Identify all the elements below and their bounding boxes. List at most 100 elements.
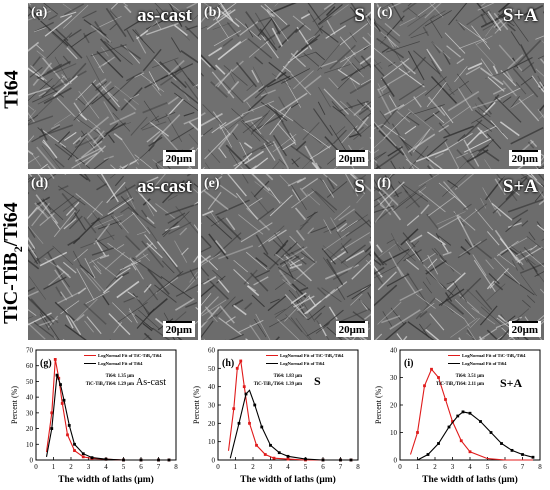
panel-label: (f) (377, 176, 391, 191)
y-tick-label: 30 (26, 409, 34, 417)
y-tick-label: 0 (394, 457, 398, 465)
micrograph-texture (201, 3, 371, 169)
data-point (426, 453, 430, 456)
micrograph-texture (374, 174, 544, 340)
y-tick-label: 20 (390, 402, 398, 410)
y-tick-label: 40 (208, 383, 216, 391)
size-note: Ti64: 3.51 μm (456, 374, 484, 379)
size-note: TiC-TiB₂/Ti64: 1.29 μm (86, 382, 134, 387)
data-point (339, 458, 342, 462)
x-tick-label: 5 (122, 463, 126, 471)
micrograph-d: (d) as-cast 20μm (28, 174, 198, 340)
micrograph-e: (e) S 20μm (201, 174, 371, 340)
x-axis-label: The width of laths (μm) (240, 474, 336, 485)
panel-label: (i) (404, 358, 413, 369)
micrograph-a: (a) as-cast 20μm (28, 3, 198, 169)
x-tick-label: 8 (538, 463, 542, 471)
data-point (53, 358, 57, 361)
row-label-tail: /Ti64 (0, 202, 22, 247)
x-axis-label: The width of laths (μm) (422, 474, 518, 485)
series-line-1 (229, 389, 351, 461)
data-point (235, 366, 239, 370)
x-tick-label: 0 (34, 463, 38, 471)
data-point (447, 425, 451, 429)
data-point (73, 442, 76, 446)
data-point (521, 453, 524, 456)
y-tick-label: 60 (208, 347, 216, 355)
y-tick-label: 10 (26, 441, 34, 449)
x-tick-label: 3 (269, 463, 273, 471)
data-point (489, 431, 493, 434)
data-point (468, 411, 472, 415)
data-point (55, 373, 59, 377)
panel-label: (b) (204, 5, 222, 20)
y-tick-label: 40 (26, 394, 34, 402)
legend-entry: LogNormal Fit of Ti64 (98, 361, 143, 366)
x-tick-label: 5 (304, 463, 308, 471)
data-point (531, 455, 535, 459)
data-point (263, 453, 267, 456)
y-tick-label: 30 (390, 374, 398, 382)
data-point (437, 376, 440, 379)
y-tick-label: 0 (30, 457, 34, 465)
x-tick-label: 1 (52, 463, 56, 471)
data-point (286, 457, 290, 461)
data-point (272, 456, 276, 460)
data-point (242, 385, 246, 389)
micrograph-texture (374, 3, 544, 169)
data-point (73, 449, 76, 452)
x-tick-label: 3 (87, 463, 91, 471)
data-point (468, 450, 472, 454)
y-axis-label: Percent (%) (374, 386, 383, 424)
data-point (104, 457, 108, 461)
condition-label: as-cast (137, 176, 192, 197)
series-line-1 (45, 374, 169, 461)
x-tick-label: 7 (339, 463, 343, 471)
y-tick-label: 50 (26, 378, 34, 386)
plot-frame (399, 349, 541, 461)
y-axis-label: Percent (%) (192, 386, 201, 424)
data-point (248, 421, 251, 425)
condition-label: S (354, 5, 365, 26)
data-point (62, 398, 66, 402)
data-point (269, 443, 272, 447)
scale-bar: 20μm (162, 150, 195, 166)
scale-bar: 20μm (508, 321, 541, 337)
chart-i: 0 1 2 3 4 5 6 7 8 0 10 20 30 40 The width of laths (μm… (374, 347, 542, 486)
x-tick-label: 7 (521, 463, 525, 471)
panel-label: (a) (31, 5, 48, 20)
data-point (237, 421, 241, 425)
x-tick-label: 2 (251, 463, 255, 471)
x-tick-label: 1 (234, 463, 238, 471)
size-note: Ti64: 1.83 μm (274, 374, 302, 379)
data-point (500, 442, 503, 445)
data-point (277, 451, 281, 455)
data-point (81, 452, 85, 456)
panel-label: (h) (222, 358, 234, 369)
data-point (139, 458, 143, 462)
micrograph-texture (201, 174, 371, 340)
data-point (260, 425, 264, 429)
size-note: TiC-TiB₂/Ti64: 2.11 μm (436, 382, 484, 387)
x-tick-label: 4 (468, 463, 472, 471)
panel-label: (d) (31, 176, 49, 191)
data-point (59, 383, 62, 386)
data-point (67, 424, 71, 427)
row-label-sub: 2 (11, 246, 25, 253)
scale-bar: 20μm (335, 321, 368, 337)
data-point (461, 410, 465, 414)
data-point (255, 443, 258, 447)
condition-tag: As-cast (136, 377, 166, 388)
size-note: Ti64: 1.35 μm (106, 374, 134, 379)
x-tick-label: 6 (321, 463, 325, 471)
condition-tag: S+A (500, 376, 523, 390)
x-tick-label: 4 (104, 463, 108, 471)
x-tick-label: 6 (139, 463, 143, 471)
x-tick-label: 7 (157, 463, 161, 471)
chart-h: 0 1 2 3 4 5 6 7 8 0 10 20 30 40 50 60 The width of laths… (192, 347, 360, 486)
panel-label: (g) (40, 358, 52, 369)
data-point (451, 420, 454, 423)
data-point (50, 411, 54, 415)
data-point (304, 457, 307, 461)
data-point (437, 442, 440, 445)
